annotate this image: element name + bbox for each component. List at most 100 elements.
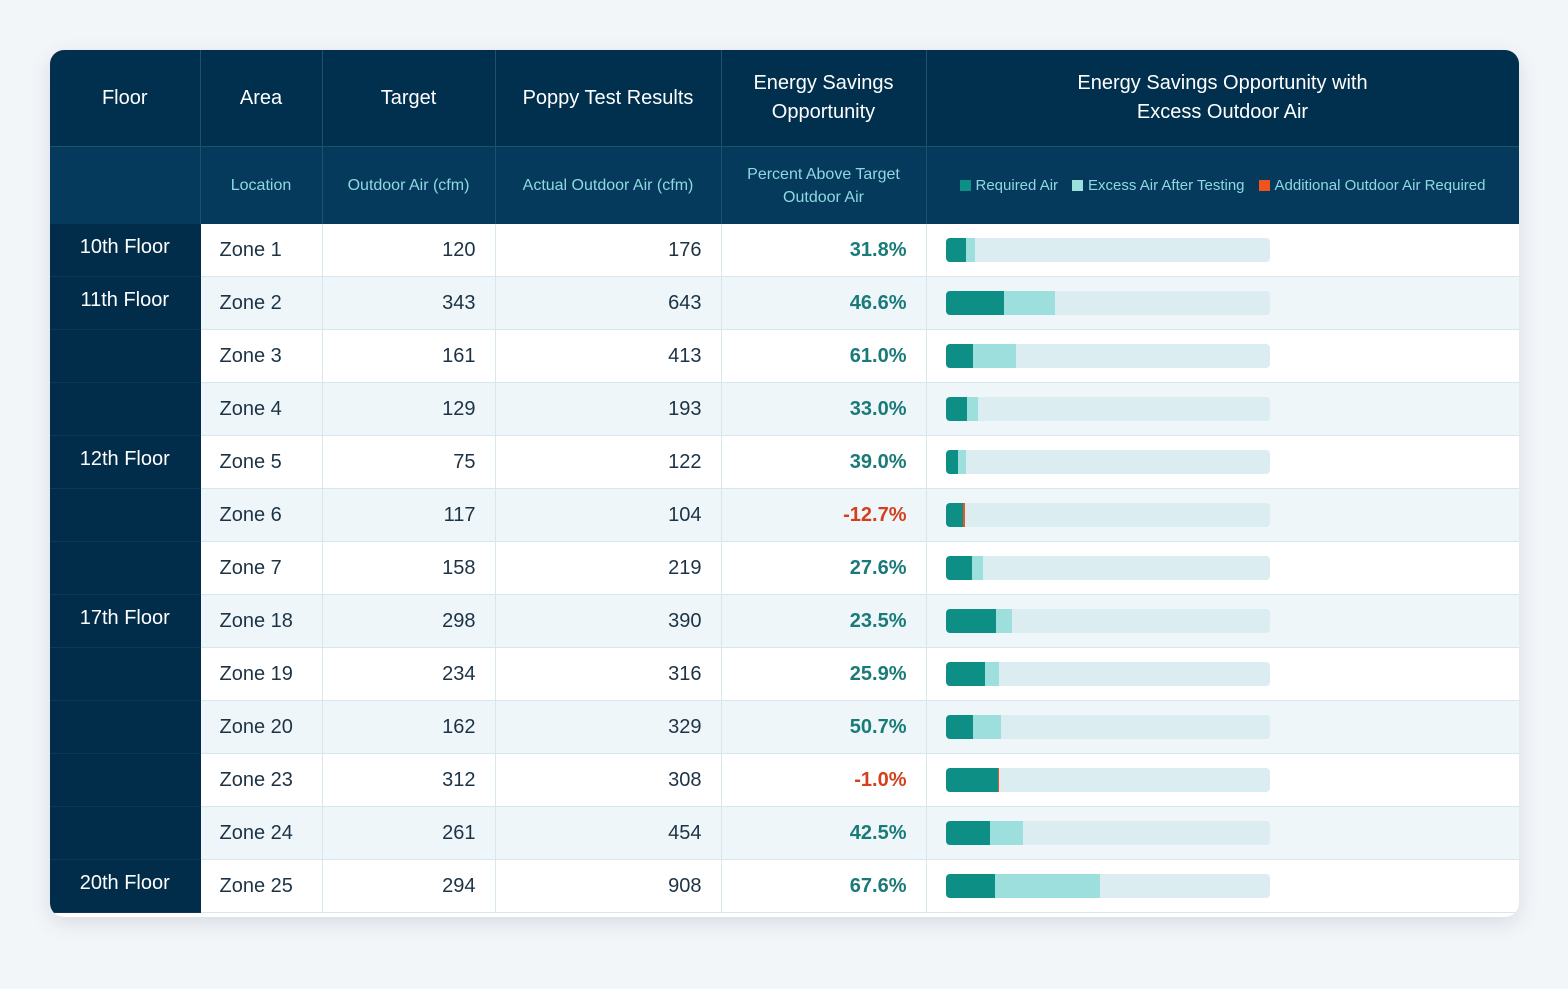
- percent-cell: 23.5%: [721, 594, 927, 648]
- floor-cell: 12th Floor: [50, 435, 201, 489]
- table-row: Zone 7 158 219 27.6%: [50, 541, 1519, 595]
- required-air-bar: [945, 556, 973, 580]
- floor-cell: [50, 753, 201, 807]
- floor-cell: [50, 329, 201, 383]
- floor-cell: [50, 700, 201, 754]
- target-cell: 261: [322, 806, 496, 860]
- percent-cell: -12.7%: [721, 488, 927, 542]
- percent-cell: 61.0%: [721, 329, 927, 383]
- target-cell: 234: [322, 647, 496, 701]
- area-cell: Zone 5: [200, 435, 323, 489]
- floor-cell: [50, 647, 201, 701]
- bar-cell: [926, 541, 1519, 595]
- column-header: Area: [200, 50, 323, 147]
- required-air-bar: [945, 609, 997, 633]
- actual-cell: 643: [495, 276, 722, 330]
- floor-cell: 10th Floor: [50, 224, 201, 277]
- column-subheader: Actual Outdoor Air (cfm): [495, 146, 722, 224]
- target-cell: 294: [322, 859, 496, 913]
- area-cell: Zone 4: [200, 382, 323, 436]
- percent-cell: 42.5%: [721, 806, 927, 860]
- floor-cell: [50, 382, 201, 436]
- actual-cell: 193: [495, 382, 722, 436]
- bar-cell: [926, 488, 1519, 542]
- required-air-bar: [945, 397, 968, 421]
- area-cell: Zone 25: [200, 859, 323, 913]
- actual-cell: 454: [495, 806, 722, 860]
- target-cell: 162: [322, 700, 496, 754]
- floor-cell: 20th Floor: [50, 859, 201, 913]
- required-air-bar: [945, 874, 996, 898]
- column-subheader: Location: [200, 146, 323, 224]
- table-row: 11th Floor Zone 2 343 643 46.6%: [50, 276, 1519, 330]
- table-row: Zone 6 117 104 -12.7%: [50, 488, 1519, 542]
- bar-track: [945, 344, 1270, 368]
- area-cell: Zone 23: [200, 753, 323, 807]
- column-subheader: Outdoor Air (cfm): [322, 146, 496, 224]
- actual-cell: 308: [495, 753, 722, 807]
- floor-cell: 17th Floor: [50, 594, 201, 648]
- percent-cell: 31.8%: [721, 224, 927, 277]
- bar-track: [945, 556, 1270, 580]
- bar-track: [945, 609, 1270, 633]
- target-cell: 129: [322, 382, 496, 436]
- table-row: Zone 20 162 329 50.7%: [50, 700, 1519, 754]
- legend: Required Air Excess Air After Testing Addi…: [926, 146, 1519, 224]
- subheader-cell: [50, 146, 201, 224]
- table-row: 10th Floor Zone 1 120 176 31.8%: [50, 224, 1519, 277]
- target-cell: 117: [322, 488, 496, 542]
- target-cell: 312: [322, 753, 496, 807]
- required-air-bar: [945, 768, 998, 792]
- table-row: 12th Floor Zone 5 75 122 39.0%: [50, 435, 1519, 489]
- table-row: Zone 23 312 308 -1.0%: [50, 753, 1519, 807]
- percent-cell: 39.0%: [721, 435, 927, 489]
- bar-track: [945, 397, 1270, 421]
- bar-cell: [926, 276, 1519, 330]
- bar-cell: [926, 647, 1519, 701]
- area-cell: Zone 1: [200, 224, 323, 277]
- bar-track: [945, 768, 1270, 792]
- floor-cell: [50, 488, 201, 542]
- floor-cell: [50, 806, 201, 860]
- target-cell: 161: [322, 329, 496, 383]
- legend-label: Additional Outdoor Air Required: [1274, 176, 1486, 194]
- bar-track: [945, 450, 1270, 474]
- legend-swatch: [959, 179, 971, 191]
- bar-track: [945, 715, 1270, 739]
- table-card: Floor Area Target Poppy Test Results Energy …: [50, 50, 1519, 917]
- excess-air-bar: [967, 397, 979, 421]
- excess-air-bar: [996, 609, 1012, 633]
- column-header: Target: [322, 50, 496, 147]
- actual-cell: 413: [495, 329, 722, 383]
- excess-air-bar: [995, 874, 1100, 898]
- bar-cell: [926, 806, 1519, 860]
- required-air-bar: [945, 291, 1004, 315]
- bar-track: [945, 662, 1270, 686]
- column-header: Energy Savings Opportunity with Excess O…: [926, 50, 1519, 147]
- legend-item: Additional Outdoor Air Required: [1258, 174, 1486, 197]
- table-row: Zone 19 234 316 25.9%: [50, 647, 1519, 701]
- required-air-bar: [945, 344, 973, 368]
- percent-cell: 50.7%: [721, 700, 927, 754]
- bar-cell: [926, 224, 1519, 277]
- legend-label: Excess Air After Testing: [1088, 176, 1245, 194]
- bar-cell: [926, 435, 1519, 489]
- area-cell: Zone 20: [200, 700, 323, 754]
- bar-track: [945, 291, 1270, 315]
- required-air-bar: [945, 715, 973, 739]
- required-air-bar: [945, 450, 959, 474]
- percent-cell: 46.6%: [721, 276, 927, 330]
- actual-cell: 122: [495, 435, 722, 489]
- percent-cell: 67.6%: [721, 859, 927, 913]
- area-cell: Zone 7: [200, 541, 323, 595]
- table-row: Zone 24 261 454 42.5%: [50, 806, 1519, 860]
- actual-cell: 329: [495, 700, 722, 754]
- actual-cell: 176: [495, 224, 722, 277]
- excess-air-bar: [958, 450, 967, 474]
- required-air-bar: [945, 238, 966, 262]
- actual-cell: 908: [495, 859, 722, 913]
- bar-track: [945, 503, 1270, 527]
- legend-label: Required Air: [975, 176, 1059, 194]
- area-cell: Zone 6: [200, 488, 323, 542]
- area-cell: Zone 3: [200, 329, 323, 383]
